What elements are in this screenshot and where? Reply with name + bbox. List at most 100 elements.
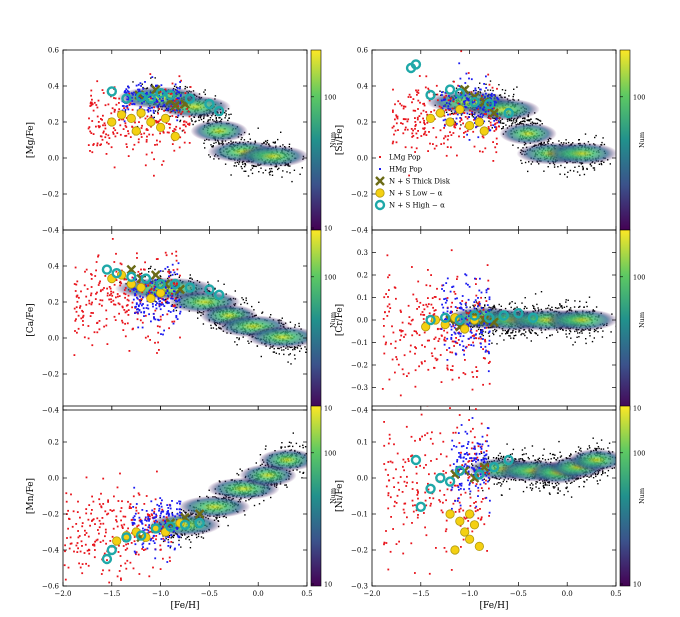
hmg-point bbox=[466, 98, 469, 101]
field-star-point bbox=[569, 169, 572, 172]
hmg-point bbox=[458, 103, 461, 105]
lmg-point bbox=[127, 294, 130, 297]
field-star-point bbox=[179, 120, 181, 123]
lmg-point bbox=[493, 107, 495, 110]
field-star-point bbox=[573, 306, 576, 308]
hmg-point bbox=[442, 119, 445, 122]
field-star-point bbox=[301, 167, 303, 169]
field-star-point bbox=[281, 176, 283, 178]
lmg-point bbox=[156, 139, 158, 142]
field-star-point bbox=[507, 331, 509, 333]
field-star-point bbox=[501, 128, 503, 130]
lmg-point bbox=[104, 127, 107, 130]
hmg-point bbox=[166, 290, 169, 293]
lmg-point bbox=[113, 283, 116, 286]
hmg-point bbox=[132, 289, 135, 291]
lmg-point bbox=[180, 112, 183, 115]
low-alpha-marker bbox=[107, 117, 117, 127]
lmg-point bbox=[149, 73, 152, 75]
lmg-point bbox=[168, 123, 170, 125]
field-star-point bbox=[289, 165, 291, 167]
lmg-point bbox=[151, 151, 153, 154]
lmg-point bbox=[129, 290, 132, 293]
high-alpha-marker bbox=[170, 278, 181, 290]
hmg-point bbox=[458, 85, 461, 87]
field-star-point bbox=[559, 173, 561, 175]
lmg-point bbox=[140, 268, 142, 271]
field-star-point bbox=[169, 274, 172, 277]
high-alpha-marker bbox=[503, 107, 514, 119]
field-star-point bbox=[475, 301, 478, 303]
lmg-point bbox=[177, 105, 180, 108]
lmg-point bbox=[447, 99, 450, 102]
lmg-point bbox=[141, 291, 144, 294]
lmg-point bbox=[437, 99, 439, 102]
lmg-point bbox=[491, 86, 494, 89]
low-alpha-marker bbox=[464, 121, 475, 131]
field-star-point bbox=[583, 306, 585, 308]
hmg-point bbox=[136, 311, 139, 314]
lmg-point bbox=[99, 135, 102, 138]
lmg-point bbox=[121, 321, 124, 324]
field-star-point bbox=[593, 167, 596, 169]
lmg-point bbox=[425, 134, 428, 136]
lmg-point bbox=[472, 130, 475, 133]
lmg-point bbox=[76, 331, 78, 334]
hmg-point bbox=[449, 108, 452, 111]
field-star-point bbox=[505, 333, 507, 335]
field-star-point bbox=[258, 301, 260, 303]
hmg-point bbox=[178, 97, 180, 100]
lmg-point bbox=[129, 102, 132, 105]
hmg-point bbox=[463, 103, 466, 106]
lmg-point bbox=[119, 124, 122, 127]
field-star-point bbox=[514, 122, 516, 124]
hmg-point bbox=[471, 111, 473, 114]
field-star-point bbox=[189, 277, 191, 279]
lmg-point bbox=[463, 112, 466, 114]
field-star-point bbox=[141, 83, 143, 85]
field-star-point bbox=[247, 175, 250, 177]
field-star-point bbox=[225, 115, 227, 117]
hmg-point bbox=[126, 95, 129, 98]
lmg-point bbox=[101, 118, 103, 121]
hmg-point bbox=[149, 107, 151, 110]
field-star-point bbox=[249, 138, 251, 140]
field-star-point bbox=[144, 276, 146, 278]
field-star-point bbox=[478, 333, 481, 335]
hmg-point bbox=[144, 81, 146, 83]
lmg-point bbox=[488, 128, 490, 130]
lmg-point bbox=[84, 270, 86, 273]
lmg-point bbox=[496, 87, 498, 90]
field-star-point bbox=[228, 113, 230, 116]
low-alpha-marker bbox=[136, 282, 146, 293]
field-star-point bbox=[513, 88, 515, 90]
field-star-point bbox=[554, 307, 557, 309]
colorbar-tick-label: 100 bbox=[324, 273, 336, 281]
lmg-point bbox=[487, 126, 490, 128]
hmg-point bbox=[130, 92, 133, 95]
hmg-point bbox=[150, 291, 153, 294]
lmg-point bbox=[113, 315, 116, 318]
lmg-point bbox=[481, 95, 483, 97]
hmg-point bbox=[153, 287, 156, 290]
hmg-point bbox=[134, 292, 136, 295]
hmg-point bbox=[482, 114, 485, 116]
field-star-point bbox=[230, 174, 232, 176]
lmg-point bbox=[412, 109, 415, 112]
hmg-point bbox=[147, 292, 150, 295]
hmg-point bbox=[462, 100, 465, 103]
lmg-point bbox=[416, 93, 418, 96]
lmg-point bbox=[470, 113, 473, 115]
lmg-point bbox=[169, 111, 172, 114]
lmg-point bbox=[92, 109, 95, 112]
lmg-point bbox=[171, 143, 174, 145]
hmg-point bbox=[124, 108, 127, 111]
hmg-point bbox=[147, 110, 150, 113]
hmg-point bbox=[128, 86, 130, 89]
lmg-point bbox=[415, 147, 418, 150]
y-tick-label: 0.4 bbox=[48, 83, 60, 91]
lmg-point bbox=[426, 113, 429, 116]
hmg-point bbox=[155, 279, 157, 281]
lmg-point bbox=[149, 281, 152, 284]
